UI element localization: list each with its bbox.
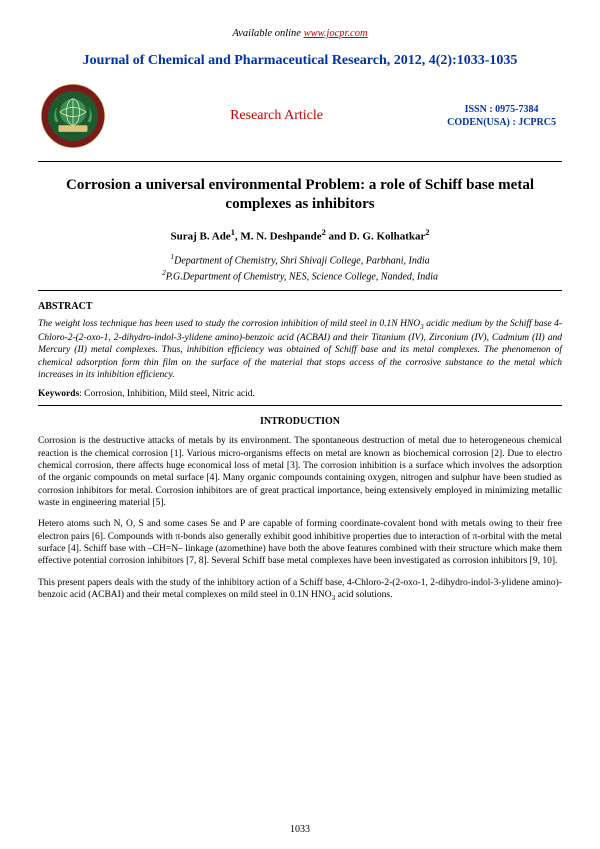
authors: Suraj B. Ade1, M. N. Deshpande2 and D. G… (38, 228, 562, 243)
journal-logo (40, 83, 106, 149)
rule-after-affil (38, 290, 562, 291)
issn-coden-block: ISSN : 0975-7384 CODEN(USA) : JCPRC5 (447, 103, 556, 130)
intro-paragraph-2: Hetero atoms such N, O, S and some cases… (38, 518, 562, 567)
research-article-label: Research Article (230, 108, 323, 124)
keywords-label: Keywords (38, 389, 79, 399)
affiliation-2: 2P.G.Department of Chemistry, NES, Scien… (38, 268, 562, 284)
intro-paragraph-3: This present papers deals with the study… (38, 577, 562, 603)
rule-top (38, 161, 562, 162)
affiliations: 1Department of Chemistry, Shri Shivaji C… (38, 252, 562, 284)
keywords-line: Keywords: Corrosion, Inhibition, Mild st… (38, 389, 562, 399)
jocpr-link[interactable]: www.jocpr.com (304, 28, 368, 39)
available-prefix: Available online (232, 28, 303, 39)
page-number: 1033 (0, 824, 600, 835)
issn-line: ISSN : 0975-7384 (447, 103, 556, 117)
introduction-heading: INTRODUCTION (38, 416, 562, 427)
coden-line: CODEN(USA) : JCPRC5 (447, 116, 556, 130)
abstract-heading: ABSTRACT (38, 301, 562, 312)
paper-title: Corrosion a universal environmental Prob… (38, 176, 562, 214)
affiliation-1: 1Department of Chemistry, Shri Shivaji C… (38, 252, 562, 268)
header-row: Research Article ISSN : 0975-7384 CODEN(… (38, 81, 562, 155)
rule-after-keywords (38, 405, 562, 406)
journal-title: Journal of Chemical and Pharmaceutical R… (38, 53, 562, 69)
available-online-line: Available online www.jocpr.com (38, 28, 562, 39)
abstract-text: The weight loss technique has been used … (38, 318, 562, 382)
keywords-text: : Corrosion, Inhibition, Mild steel, Nit… (79, 389, 255, 399)
intro-paragraph-1: Corrosion is the destructive attacks of … (38, 435, 562, 509)
